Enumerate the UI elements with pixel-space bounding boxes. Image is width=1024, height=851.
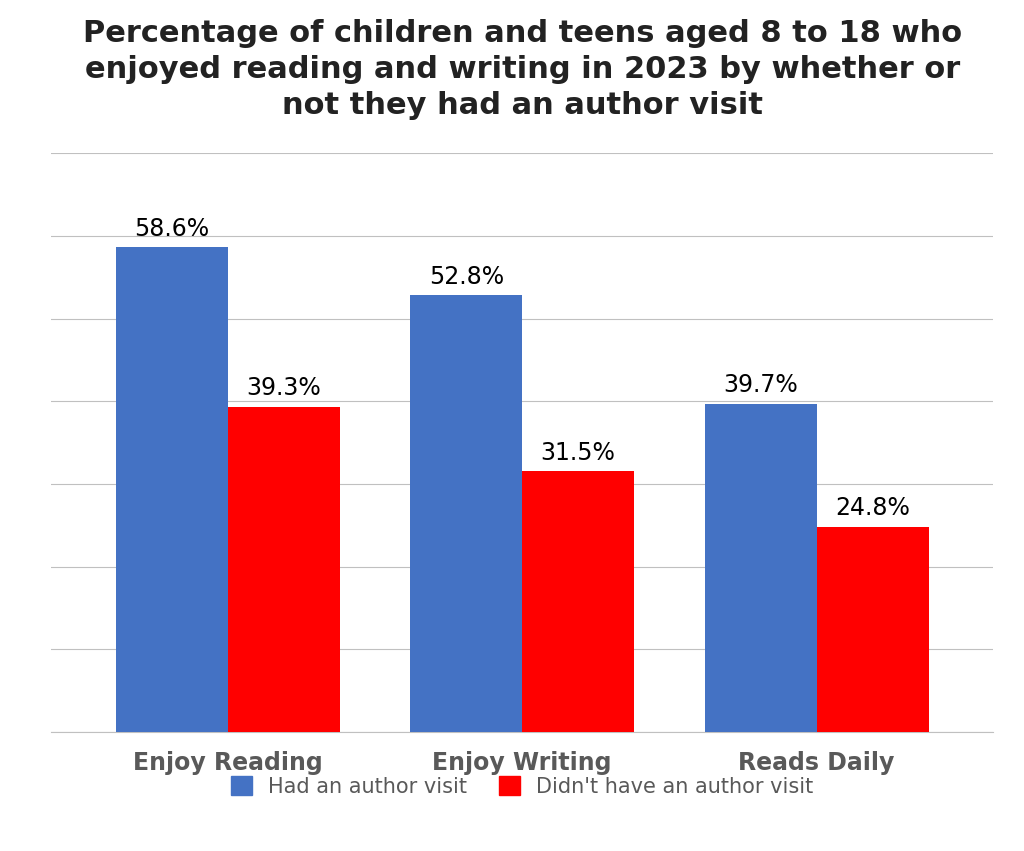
Text: 39.3%: 39.3% bbox=[247, 376, 322, 400]
Title: Percentage of children and teens aged 8 to 18 who
enjoyed reading and writing in: Percentage of children and teens aged 8 … bbox=[83, 20, 962, 120]
Bar bbox=[227, 407, 340, 732]
Text: 52.8%: 52.8% bbox=[429, 265, 504, 288]
Text: 24.8%: 24.8% bbox=[836, 496, 910, 520]
Text: 31.5%: 31.5% bbox=[541, 441, 615, 465]
Text: 58.6%: 58.6% bbox=[134, 217, 210, 241]
Legend: Had an author visit, Didn't have an author visit: Had an author visit, Didn't have an auth… bbox=[231, 776, 813, 797]
Bar bbox=[522, 471, 634, 732]
Bar bbox=[411, 295, 522, 732]
Text: 39.7%: 39.7% bbox=[723, 373, 798, 397]
Bar bbox=[816, 527, 929, 732]
Bar bbox=[705, 403, 817, 732]
Bar bbox=[116, 248, 227, 732]
